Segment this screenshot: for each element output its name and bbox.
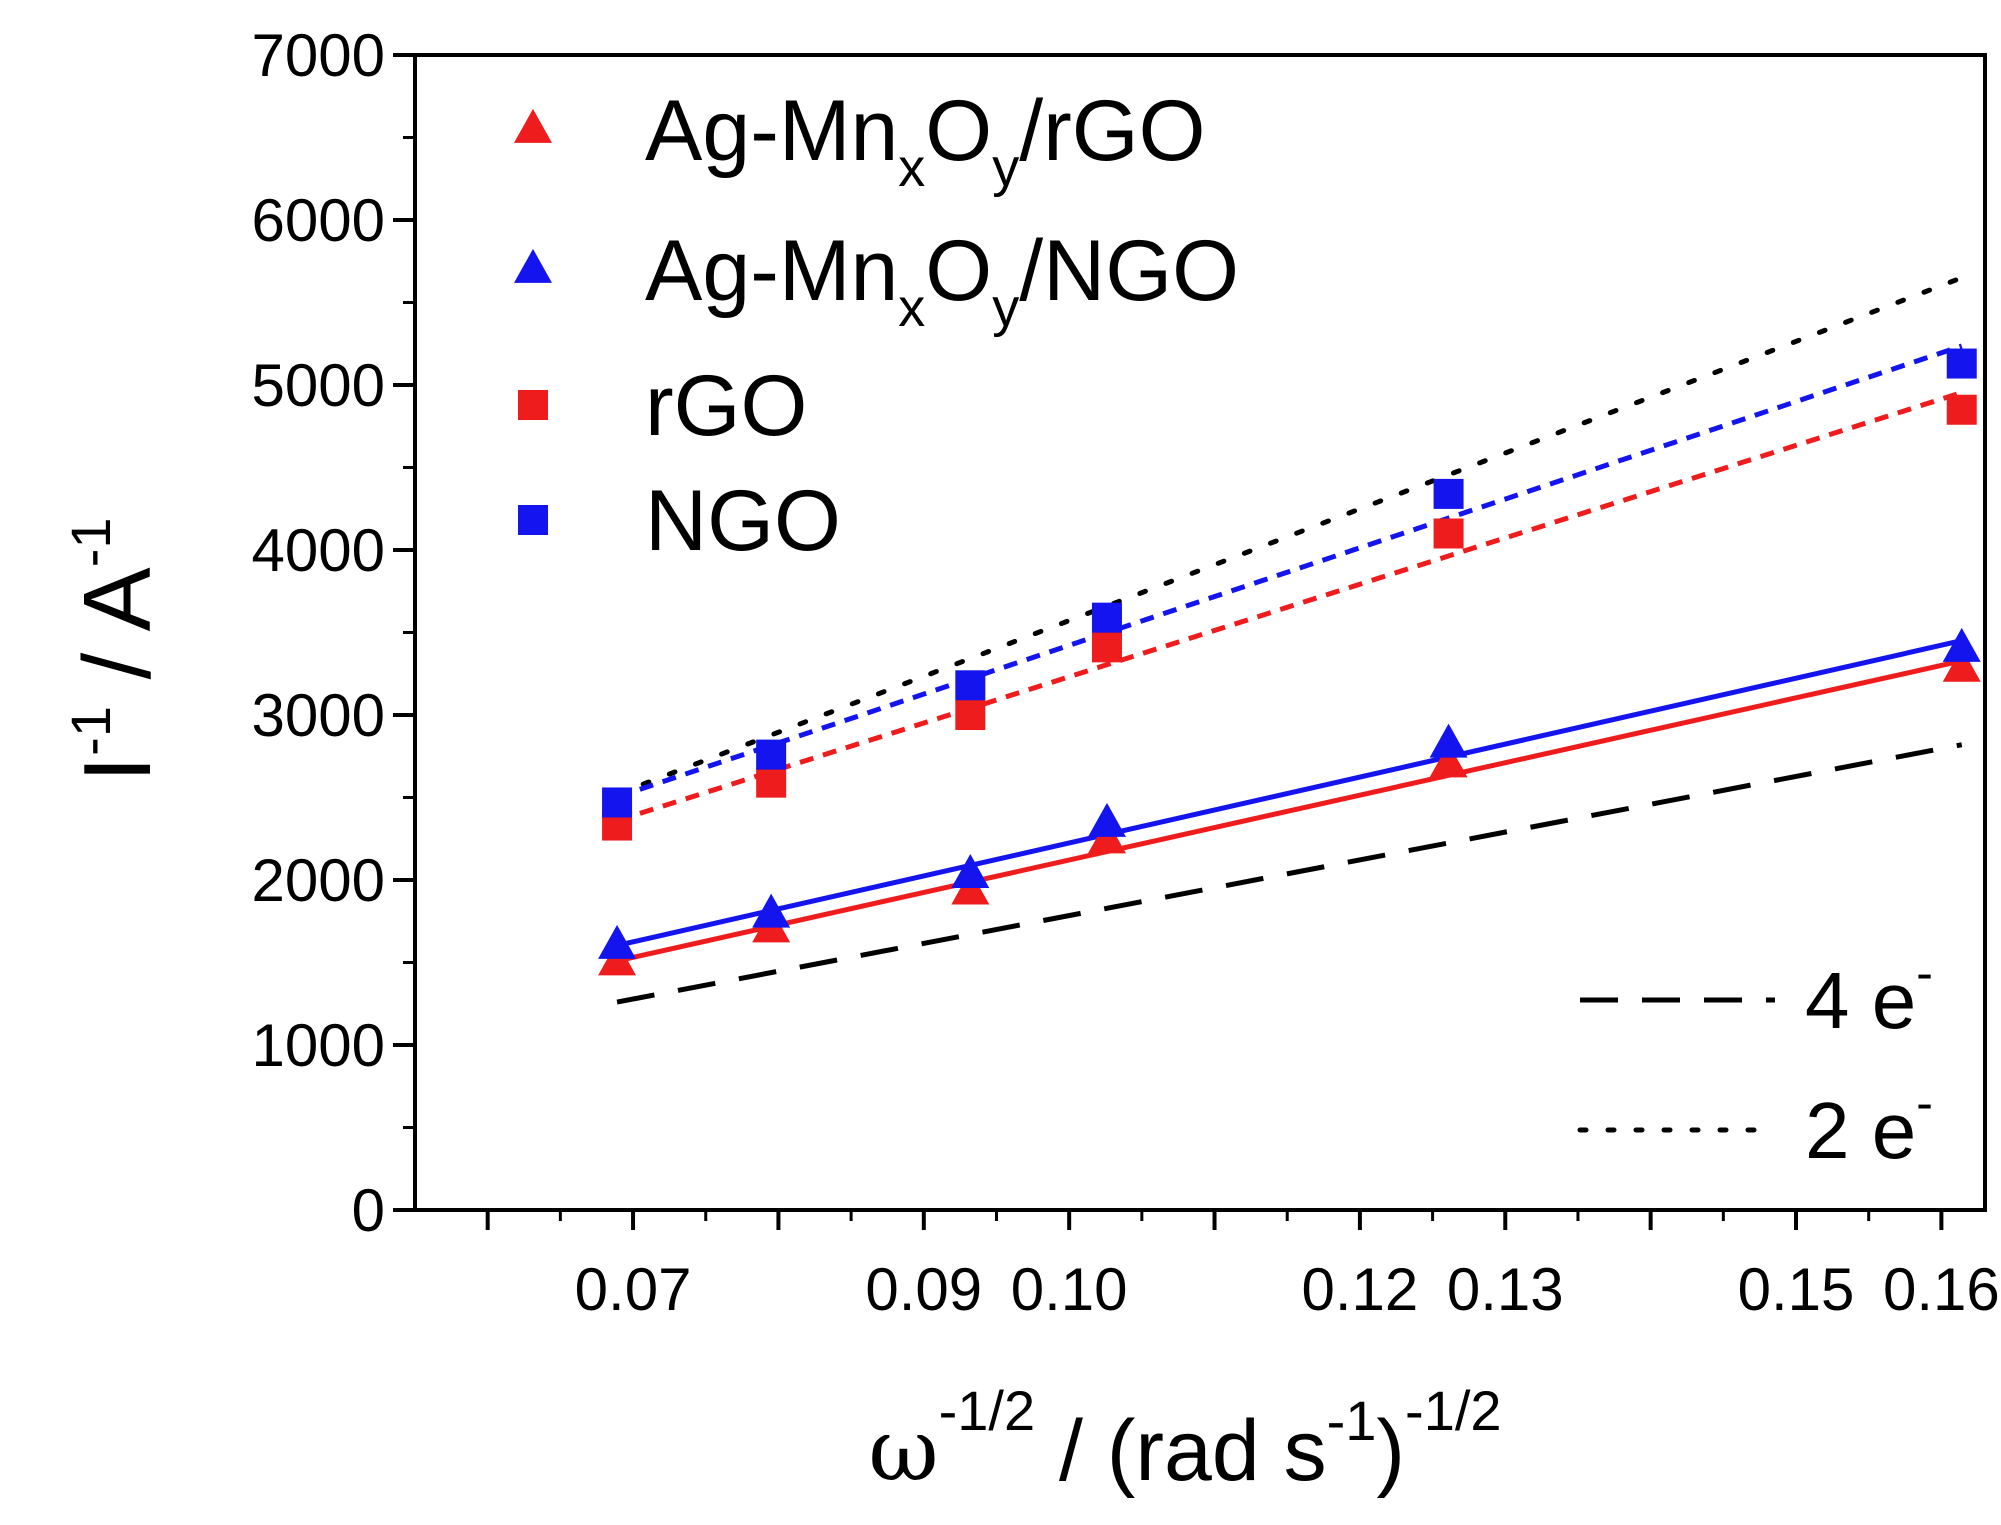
legend-label: Ag-MnxOy/NGO <box>645 223 1239 338</box>
y-tick-label: 5000 <box>252 352 385 419</box>
fit-line-rgo <box>616 390 1963 824</box>
legend-marker <box>518 505 548 535</box>
x-tick-label: 0.16 <box>1883 1256 2000 1323</box>
y-tick-label: 0 <box>352 1177 385 1244</box>
fit-line-agmnxoyrgo <box>616 658 1963 964</box>
data-point <box>756 739 787 770</box>
reference-lines <box>614 275 1965 1005</box>
data-point <box>1433 478 1464 509</box>
legend-label: NGO <box>645 473 841 569</box>
ref-legend-label: 2 e- <box>1805 1075 1933 1175</box>
data-point <box>1087 802 1126 837</box>
legend-label: rGO <box>645 358 807 454</box>
legend-marker <box>514 248 552 283</box>
y-tick-label: 6000 <box>252 187 385 254</box>
y-axis-title: I-1 / A-1 <box>59 517 171 782</box>
data-point <box>1433 518 1464 549</box>
legend-marker <box>518 390 548 420</box>
y-tick-label: 3000 <box>252 682 385 749</box>
data-point <box>1946 394 1977 425</box>
data-point <box>955 700 986 730</box>
x-tick-label: 0.15 <box>1738 1256 1855 1323</box>
series-markers <box>598 348 1981 976</box>
y-axis-ticks: 0 1000 2000 3000 4000 5000 6000 7000 <box>252 22 415 1244</box>
data-point <box>1429 723 1468 758</box>
y-tick-label: 7000 <box>252 22 385 89</box>
y-tick-label: 1000 <box>252 1012 385 1079</box>
y-tick-label: 4000 <box>252 517 385 584</box>
data-point <box>955 670 986 701</box>
legend: Ag-MnxOy/rGO Ag-MnxOy/NGO rGO NGO <box>514 83 1239 569</box>
data-point <box>1091 602 1122 633</box>
data-point <box>602 787 633 818</box>
data-point <box>1091 632 1122 663</box>
ref-legend-label: 4 e- <box>1805 945 1933 1045</box>
data-point <box>598 924 637 959</box>
x-tick-label: 0.07 <box>575 1256 692 1323</box>
x-axis-ticks: 0.07 0.09 0.10 0.12 0.13 0.15 0.16 <box>485 1210 2000 1323</box>
legend-label: Ag-MnxOy/rGO <box>645 83 1206 198</box>
y-tick-label: 2000 <box>252 847 385 914</box>
reference-legend: 4 e- 2 e- <box>1577 945 1933 1175</box>
data-point <box>1946 348 1977 379</box>
data-point <box>1429 743 1468 778</box>
x-tick-label: 0.13 <box>1447 1256 1564 1323</box>
data-point <box>1942 647 1981 682</box>
data-point <box>756 767 787 798</box>
data-point <box>1942 627 1981 662</box>
series-fit-lines <box>616 343 1963 964</box>
fit-line-agmnxoyngo <box>616 638 1963 948</box>
fit-line-ngo <box>616 343 1963 800</box>
x-tick-label: 0.12 <box>1302 1256 1419 1323</box>
legend-marker <box>514 108 552 143</box>
x-tick-label: 0.10 <box>1011 1256 1128 1323</box>
x-tick-label: 0.09 <box>865 1256 982 1323</box>
data-point <box>752 893 791 928</box>
x-axis-title: ω-1/2 / (rad s-1)-1/2 <box>868 1379 1501 1501</box>
data-point <box>951 853 990 888</box>
ref-line-4e <box>616 742 1963 1005</box>
